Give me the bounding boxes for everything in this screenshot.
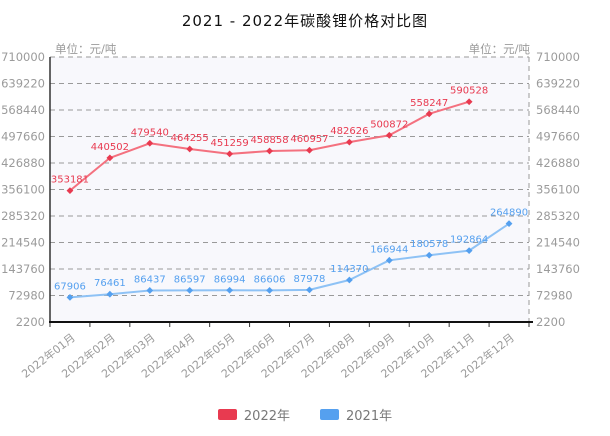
data-point [186, 287, 194, 294]
data-point [425, 251, 433, 259]
data-point-label: 482626 [330, 126, 368, 137]
y-tick-label-right: 72980 [536, 289, 573, 303]
data-point-label: 460957 [290, 134, 328, 145]
y-tick-label-left: 426880 [1, 156, 45, 170]
data-point [266, 147, 273, 155]
data-point-label: 67906 [54, 281, 86, 292]
data-point-label: 180578 [410, 239, 448, 250]
data-point-label: 86597 [174, 274, 206, 285]
data-point [66, 187, 74, 194]
data-point-label: 500872 [370, 119, 408, 130]
y-tick-label-left: 143760 [1, 262, 45, 276]
data-point-label: 451259 [211, 138, 249, 149]
series-line-2021年 [68, 222, 511, 299]
data-point [306, 146, 313, 154]
data-point [146, 287, 154, 294]
data-point [345, 138, 353, 146]
data-point [306, 286, 313, 294]
data-point [345, 276, 353, 284]
y-tick-label-left: 72980 [8, 289, 45, 303]
data-point [465, 98, 473, 106]
legend-item-2022[interactable]: 2022年 [217, 405, 290, 424]
legend-label-2021: 2021年 [346, 409, 393, 424]
data-point [106, 154, 114, 162]
data-point-label: 440502 [91, 142, 129, 153]
y-tick-label-right: 143760 [536, 262, 580, 276]
data-point-label: 86994 [214, 274, 246, 285]
data-point-label: 353181 [51, 175, 89, 186]
data-point [226, 286, 234, 294]
data-point-label: 558247 [410, 98, 448, 109]
legend-swatch-2021 [320, 409, 339, 420]
data-point [266, 286, 273, 294]
data-point [146, 139, 154, 147]
data-point [385, 131, 393, 139]
data-point [505, 220, 513, 228]
y-tick-label-left: 285320 [1, 209, 45, 223]
y-tick-label-right: 214540 [536, 236, 580, 250]
y-tick-label-right: 285320 [536, 209, 580, 223]
legend: 2022年 2021年 [0, 405, 610, 424]
y-tick-label-left: 639220 [1, 77, 45, 91]
y-tick-label-left: 568440 [1, 103, 45, 117]
data-point-label: 590528 [450, 86, 488, 97]
data-point-label: 76461 [94, 278, 126, 289]
legend-swatch-2022 [217, 409, 237, 420]
y-tick-label-left: 356100 [1, 183, 45, 197]
data-point-label: 192864 [450, 235, 488, 246]
legend-item-2021[interactable]: 2021年 [320, 405, 392, 424]
data-point-label: 479540 [131, 127, 169, 138]
data-point [226, 150, 234, 158]
unit-label-right: 单位：元/吨 [469, 42, 531, 56]
y-tick-label-right: 426880 [536, 156, 580, 170]
y-tick-label-right: 497660 [536, 130, 580, 144]
data-point [186, 145, 194, 153]
y-tick-label-left: 214540 [1, 236, 45, 250]
data-point [425, 110, 433, 118]
y-tick-label-right: 568440 [536, 103, 580, 117]
y-tick-label-right: 2200 [536, 315, 565, 329]
data-point-label: 114370 [330, 264, 368, 275]
data-point-label: 166944 [370, 244, 408, 255]
chart-title: 2021 - 2022年碳酸锂价格对比图 [181, 12, 429, 30]
y-tick-label-left: 497660 [1, 130, 45, 144]
data-point-label: 464255 [171, 133, 209, 144]
data-point [465, 247, 473, 255]
data-point-label: 86437 [134, 274, 166, 285]
y-tick-label-right: 710000 [536, 50, 580, 64]
data-point-label: 264890 [490, 208, 528, 219]
legend-label-2022: 2022年 [243, 409, 290, 424]
y-tick-label-left: 2200 [16, 315, 45, 329]
data-point [385, 256, 393, 264]
unit-label-left: 单位：元/吨 [55, 42, 117, 56]
y-tick-label-left: 710000 [1, 50, 45, 64]
data-point [66, 293, 74, 301]
data-point-label: 87978 [294, 274, 326, 285]
data-point-label: 458858 [250, 135, 288, 146]
y-tick-label-right: 356100 [536, 183, 580, 197]
y-tick-label-right: 639220 [536, 77, 580, 91]
data-point [106, 290, 114, 298]
data-point-label: 86606 [254, 274, 286, 285]
